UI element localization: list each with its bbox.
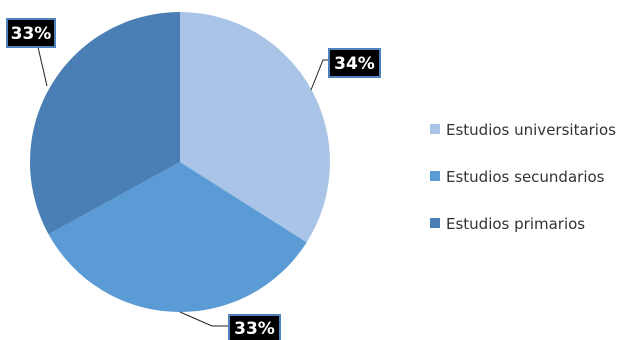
leader-line-2: [37, 46, 48, 87]
leader-lines: [37, 46, 329, 327]
legend-label-2: Estudios primarios: [446, 215, 585, 233]
data-label-box-0: [328, 48, 381, 78]
data-label-0: 34%: [334, 54, 375, 74]
legend-label-0: Estudios universitarios: [446, 121, 616, 139]
leader-line-0: [310, 59, 329, 91]
legend-swatch-2: [430, 218, 440, 228]
data-label-box-1: [228, 314, 281, 340]
data-label-1: 33%: [234, 319, 275, 339]
legend: Estudios universitarios Estudios secundar…: [430, 121, 616, 233]
legend-swatch-0: [430, 124, 440, 134]
legend-label-1: Estudios secundarios: [446, 168, 605, 186]
pie-slice-1: [48, 162, 307, 312]
data-label-2: 33%: [11, 24, 52, 44]
pie-slice-0: [180, 12, 330, 243]
legend-swatch-1: [430, 171, 440, 181]
pie-slices: [30, 12, 330, 312]
data-label-box-2: [6, 18, 56, 48]
data-labels: 34% 33% 33%: [6, 18, 381, 340]
pie-slice-2: [30, 12, 180, 235]
leader-line-1: [179, 311, 229, 327]
